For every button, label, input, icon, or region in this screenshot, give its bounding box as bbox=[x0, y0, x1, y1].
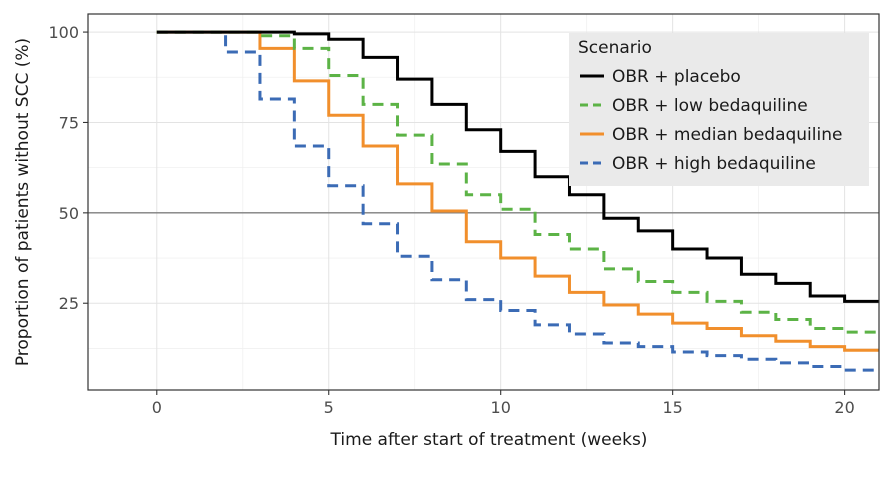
x-tick-label: 0 bbox=[152, 398, 162, 417]
legend-label-obr-placebo: OBR + placebo bbox=[612, 67, 741, 87]
x-tick-label: 15 bbox=[662, 398, 682, 417]
y-axis-title: Proportion of patients without SCC (%) bbox=[13, 38, 33, 366]
series-line-obr-low-bedaquiline bbox=[156, 30, 879, 334]
y-tick-label: 75 bbox=[59, 113, 79, 132]
y-tick-label: 50 bbox=[59, 204, 79, 223]
x-axis: 0 5 10 15 20 bbox=[152, 390, 855, 417]
x-axis-title: Time after start of treatment (weeks) bbox=[330, 430, 648, 450]
x-tick-label: 20 bbox=[834, 398, 854, 417]
x-tick-label: 10 bbox=[491, 398, 511, 417]
y-axis: 25 50 75 100 bbox=[48, 23, 88, 313]
x-tick-label: 5 bbox=[324, 398, 334, 417]
y-tick-label: 100 bbox=[48, 23, 79, 42]
legend-items: OBR + placebo OBR + low bedaquiline OBR + … bbox=[580, 67, 842, 174]
legend-label-obr-low-bedaquiline: OBR + low bedaquiline bbox=[612, 96, 808, 116]
y-tick-label: 25 bbox=[59, 294, 79, 313]
legend-title: Scenario bbox=[578, 38, 652, 58]
legend: Scenario OBR + placebo OBR + low bedaquil… bbox=[569, 33, 869, 186]
panel-border bbox=[87, 13, 880, 391]
legend-label-obr-high-bedaquiline: OBR + high bedaquiline bbox=[612, 154, 816, 174]
series-line-obr-median-bedaquiline bbox=[156, 30, 879, 352]
legend-label-obr-median-bedaquiline: OBR + median bedaquiline bbox=[612, 125, 842, 145]
legend-background bbox=[569, 33, 869, 186]
